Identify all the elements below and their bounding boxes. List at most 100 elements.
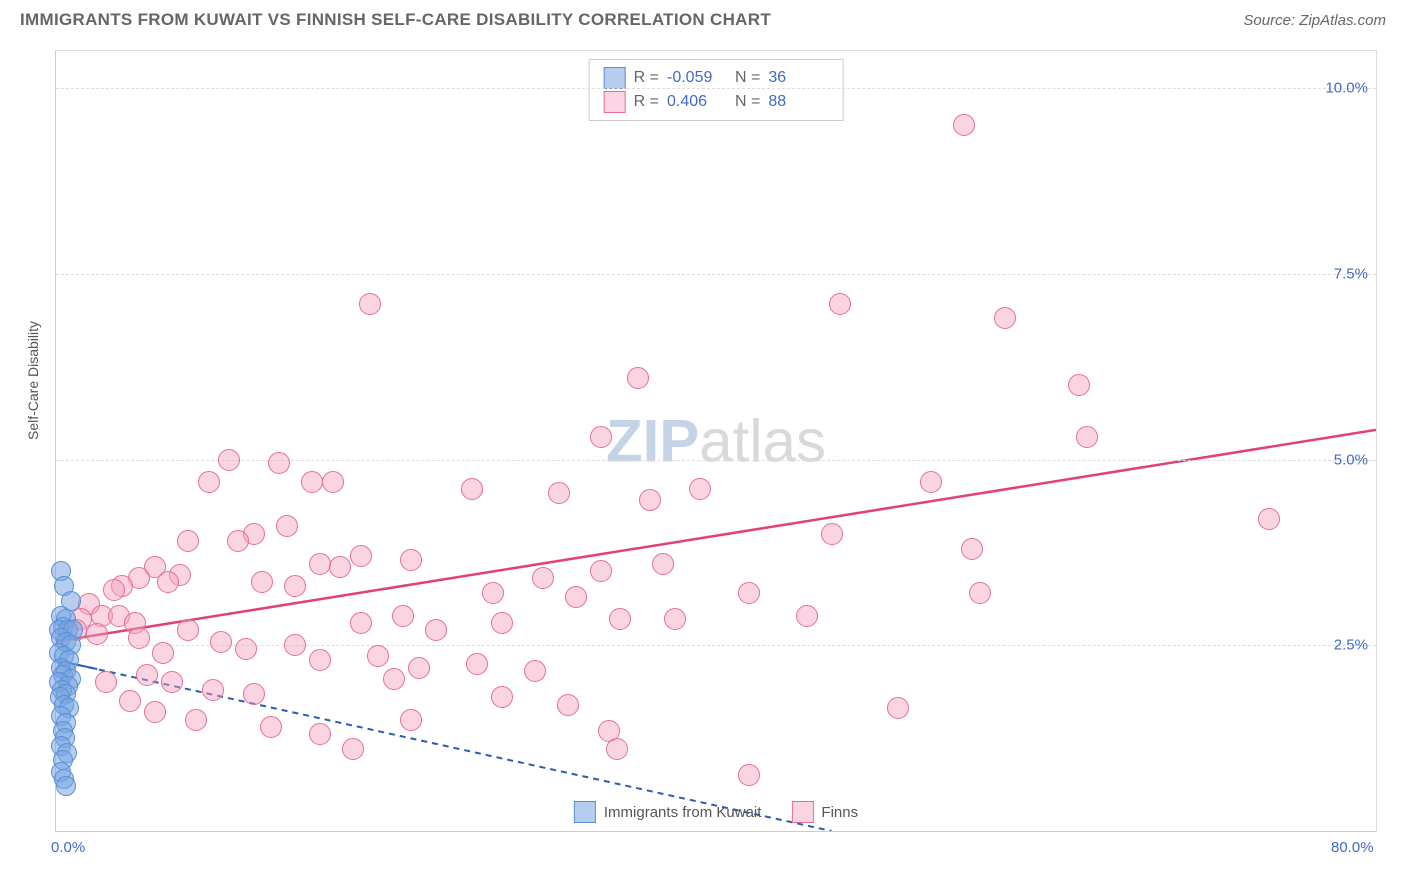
data-point-finns [466,653,488,675]
source-prefix: Source: [1243,12,1299,29]
data-point-finns [392,605,414,627]
y-tick-label: 7.5% [1334,265,1368,282]
trend-lines [56,51,1376,831]
n-value-kuwait: 36 [768,66,828,90]
scatter-chart: ZIPatlas R = -0.059 N = 36 R = 0.406 N =… [55,50,1377,832]
data-point-finns [821,523,843,545]
data-point-finns [652,553,674,575]
x-tick-label: 0.0% [51,839,85,856]
data-point-finns [218,449,240,471]
data-point-finns [268,452,290,474]
legend-row-finns: R = 0.406 N = 88 [604,90,829,114]
data-point-finns [260,716,282,738]
data-point-finns [86,623,108,645]
data-point-finns [920,471,942,493]
data-point-finns [342,738,364,760]
y-tick-label: 5.0% [1334,451,1368,468]
r-value-finns: 0.406 [667,90,727,114]
legend-item-finns: Finns [791,801,858,823]
data-point-finns [350,545,372,567]
data-point-finns [161,671,183,693]
x-tick-label: 80.0% [1331,839,1374,856]
data-point-finns [461,478,483,500]
data-point-finns [425,619,447,641]
data-point-finns [400,709,422,731]
n-label: N = [735,66,760,90]
y-tick-label: 10.0% [1325,80,1368,97]
source-attribution: Source: ZipAtlas.com [1243,12,1386,29]
data-point-finns [796,605,818,627]
data-point-finns [1068,374,1090,396]
data-point-finns [322,471,344,493]
data-point-finns [565,586,587,608]
data-point-finns [301,471,323,493]
data-point-finns [532,567,554,589]
data-point-finns [103,579,125,601]
data-point-finns [251,571,273,593]
data-point-finns [524,660,546,682]
chart-title: IMMIGRANTS FROM KUWAIT VS FINNISH SELF-C… [20,10,771,30]
data-point-finns [284,575,306,597]
data-point-finns [309,553,331,575]
legend-item-kuwait: Immigrants from Kuwait [574,801,762,823]
watermark-zip: ZIP [606,408,699,475]
data-point-finns [548,482,570,504]
data-point-finns [210,631,232,653]
data-point-finns [829,293,851,315]
data-point-finns [309,723,331,745]
data-point-finns [152,642,174,664]
r-label: R = [634,90,659,114]
data-point-finns [329,556,351,578]
watermark: ZIPatlas [606,407,826,476]
data-point-finns [738,764,760,786]
data-point-finns [157,571,179,593]
data-point-finns [198,471,220,493]
data-point-kuwait [56,776,76,796]
data-point-finns [738,582,760,604]
swatch-finns [604,91,626,113]
data-point-finns [609,608,631,630]
data-point-finns [359,293,381,315]
data-point-finns [383,668,405,690]
gridline [56,460,1376,461]
data-point-finns [177,530,199,552]
data-point-finns [689,478,711,500]
data-point-finns [639,489,661,511]
data-point-finns [202,679,224,701]
data-point-finns [95,671,117,693]
data-point-finns [491,612,513,634]
data-point-finns [350,612,372,634]
n-value-finns: 88 [768,90,828,114]
data-point-finns [177,619,199,641]
data-point-finns [557,694,579,716]
data-point-finns [961,538,983,560]
data-point-finns [276,515,298,537]
legend-row-kuwait: R = -0.059 N = 36 [604,66,829,90]
data-point-finns [953,114,975,136]
data-point-finns [969,582,991,604]
data-point-finns [367,645,389,667]
data-point-finns [887,697,909,719]
legend-label-kuwait: Immigrants from Kuwait [604,804,762,821]
data-point-finns [309,649,331,671]
data-point-finns [408,657,430,679]
data-point-finns [491,686,513,708]
data-point-finns [185,709,207,731]
gridline [56,274,1376,275]
data-point-finns [227,530,249,552]
legend-label-finns: Finns [821,804,858,821]
data-point-finns [119,690,141,712]
data-point-finns [590,560,612,582]
data-point-finns [994,307,1016,329]
data-point-finns [136,664,158,686]
y-tick-label: 2.5% [1334,637,1368,654]
data-point-finns [606,738,628,760]
swatch-kuwait-icon [574,801,596,823]
data-point-finns [590,426,612,448]
header-bar: IMMIGRANTS FROM KUWAIT VS FINNISH SELF-C… [0,0,1406,35]
data-point-finns [664,608,686,630]
r-label: R = [634,66,659,90]
data-point-finns [1076,426,1098,448]
data-point-finns [482,582,504,604]
gridline [56,88,1376,89]
